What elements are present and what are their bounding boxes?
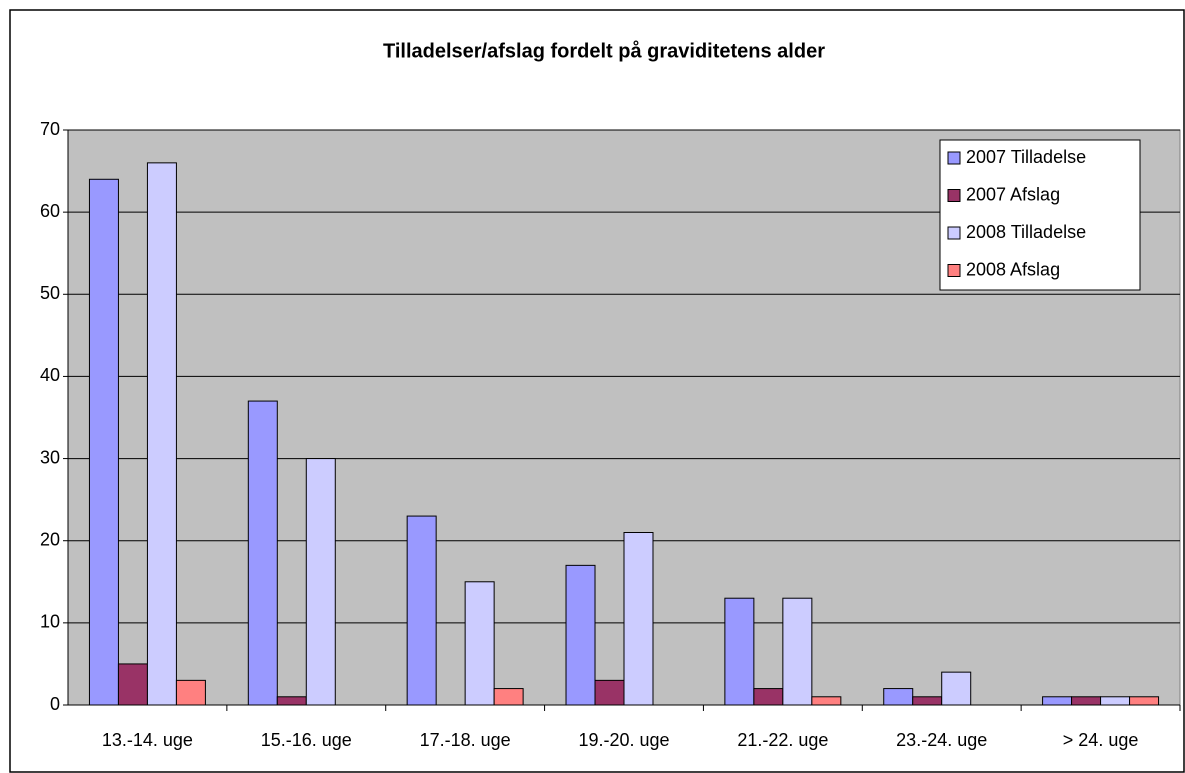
bar <box>753 688 784 706</box>
x-tick-label: 17.-18. uge <box>420 730 511 750</box>
legend-label: 2008 Afslag <box>966 259 1060 279</box>
y-tick-label: 20 <box>40 529 60 549</box>
y-tick-label: 60 <box>40 201 60 221</box>
legend-swatch <box>947 226 961 240</box>
bar <box>1129 696 1160 706</box>
bar <box>883 688 914 706</box>
bar <box>623 532 654 706</box>
y-tick-label: 40 <box>40 365 60 385</box>
bar <box>88 178 119 706</box>
y-tick-label: 0 <box>50 694 60 714</box>
legend-swatch <box>947 264 961 277</box>
legend-box <box>939 139 1141 291</box>
bar <box>724 597 755 706</box>
x-tick-label: 21.-22. uge <box>737 730 828 750</box>
bar <box>1042 696 1073 706</box>
chart-title: Tilladelser/afslag fordelt på graviditet… <box>383 39 825 62</box>
bar <box>782 597 813 706</box>
bar <box>247 400 278 706</box>
x-tick-label: 19.-20. uge <box>578 730 669 750</box>
y-tick-label: 50 <box>40 283 60 303</box>
legend-label: 2007 Tilladelse <box>966 147 1086 167</box>
y-tick-label: 10 <box>40 612 60 632</box>
bar <box>406 515 437 706</box>
bar <box>305 458 336 706</box>
legend-swatch <box>947 189 961 202</box>
x-tick-label: > 24. uge <box>1063 730 1139 750</box>
bar <box>594 679 625 706</box>
y-tick-label: 30 <box>40 447 60 467</box>
bar <box>117 663 148 706</box>
bar <box>175 679 206 706</box>
x-tick-label: 23.-24. uge <box>896 730 987 750</box>
bar <box>276 696 307 706</box>
bar <box>565 564 596 706</box>
bar <box>493 688 524 706</box>
legend-label: 2008 Tilladelse <box>966 222 1086 242</box>
bar <box>146 162 177 706</box>
x-tick-label: 15.-16. uge <box>261 730 352 750</box>
bar <box>912 696 943 706</box>
bar <box>941 671 972 706</box>
bar <box>811 696 842 706</box>
bar <box>1100 696 1131 706</box>
x-tick-label: 13.-14. uge <box>102 730 193 750</box>
legend-swatch <box>947 151 961 165</box>
bar <box>464 581 495 706</box>
bar <box>1071 696 1102 706</box>
legend-label: 2007 Afslag <box>966 184 1060 204</box>
y-tick-label: 70 <box>40 119 60 139</box>
